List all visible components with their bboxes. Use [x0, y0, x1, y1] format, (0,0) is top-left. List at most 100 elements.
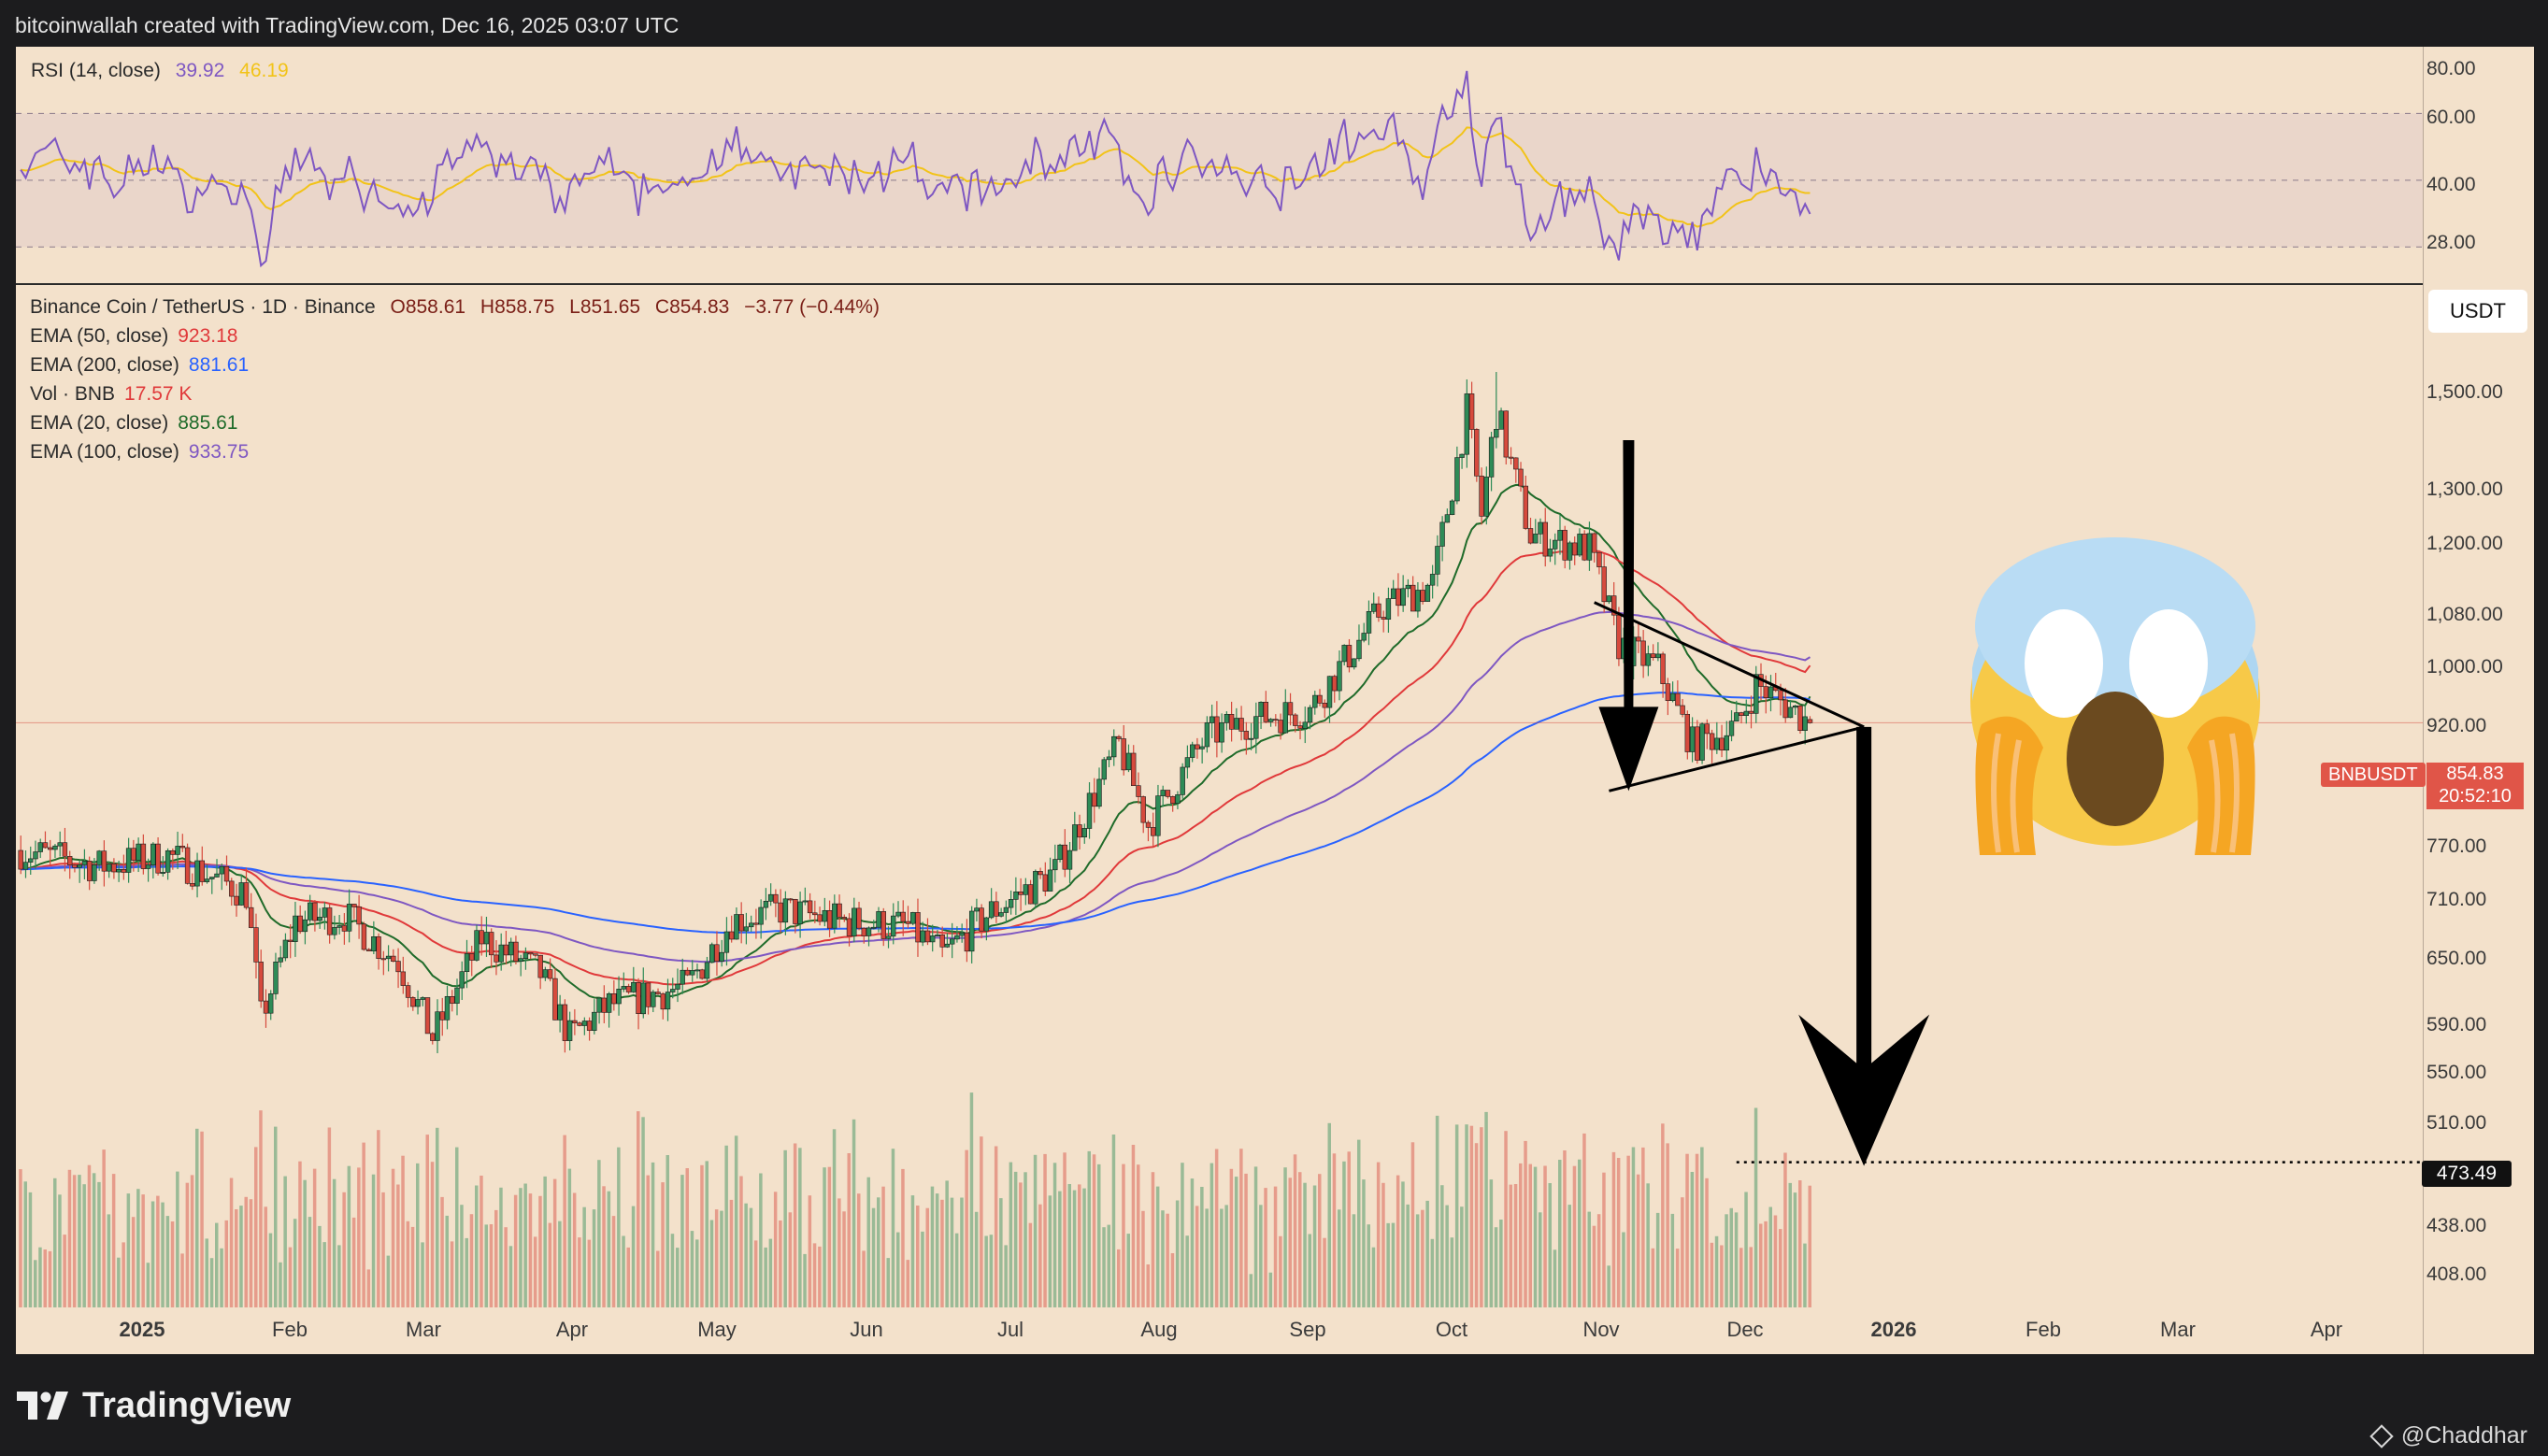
- volume-bar: [935, 1193, 939, 1307]
- volume-bar: [720, 1210, 723, 1307]
- volume-bar: [1631, 1147, 1636, 1307]
- volume-bar: [925, 1207, 929, 1307]
- volume-bar: [1259, 1205, 1263, 1307]
- volume-bar: [1469, 1125, 1474, 1307]
- currency-button[interactable]: USDT: [2428, 290, 2527, 333]
- candle-body: [763, 900, 769, 908]
- rsi-axis-label: 40.00: [2426, 174, 2476, 195]
- volume-bar: [1415, 1214, 1420, 1307]
- candle-body: [1582, 534, 1587, 561]
- candle-body: [895, 911, 901, 917]
- candle-body: [1748, 710, 1754, 714]
- x-axis-label: Apr: [2310, 1318, 2343, 1341]
- candle-body: [18, 849, 23, 870]
- volume-bar: [1454, 1124, 1459, 1307]
- candle-body: [513, 941, 519, 962]
- candle-body: [876, 911, 881, 928]
- volume-bar: [1273, 1186, 1278, 1307]
- candle-body: [1302, 721, 1309, 729]
- rsi-axis-label: 80.00: [2426, 58, 2476, 79]
- volume-legend-name: Vol · BNB: [30, 383, 116, 405]
- rsi-axis-label: 60.00: [2426, 107, 2476, 128]
- candle-body: [1494, 428, 1499, 438]
- volume-bar: [842, 1211, 846, 1307]
- candle-body: [1140, 796, 1146, 823]
- volume-bar: [436, 1127, 439, 1307]
- volume-bar: [1396, 1175, 1400, 1307]
- volume-bar: [1342, 1161, 1346, 1307]
- volume-bar: [1214, 1149, 1219, 1307]
- countdown: 20:52:10: [2439, 786, 2512, 807]
- price-axis-label: 1,080.00: [2426, 604, 2503, 625]
- volume-bar: [1611, 1151, 1616, 1307]
- volume-bar: [1793, 1192, 1797, 1307]
- ohlc-change: −3.77 (−0.44%): [744, 296, 880, 318]
- candle-body: [1072, 824, 1078, 851]
- candle-body: [734, 914, 739, 940]
- volume-bar: [484, 1224, 488, 1307]
- volume-bar: [641, 1117, 645, 1307]
- candle-body: [748, 922, 754, 928]
- volume-bar: [146, 1263, 150, 1307]
- candle-body: [1258, 701, 1264, 717]
- volume-bar: [646, 1175, 650, 1307]
- candle-body: [562, 1004, 568, 1041]
- volume-bar: [1499, 1220, 1503, 1307]
- volume-bar: [700, 1164, 704, 1307]
- x-axis-label: Feb: [272, 1318, 308, 1341]
- header-caption-bar: bitcoinwallah created with TradingView.c…: [0, 0, 2548, 47]
- volume-bar: [1327, 1122, 1331, 1307]
- ema50-legend-value: 923.18: [178, 325, 238, 347]
- candle-body: [592, 1011, 597, 1031]
- volume-bar: [940, 1199, 944, 1307]
- candle-body: [1121, 738, 1126, 771]
- candle-body: [680, 969, 685, 985]
- candle-body: [444, 995, 451, 1021]
- volume-bar: [1210, 1163, 1214, 1307]
- volume-bar: [1607, 1265, 1610, 1307]
- volume-bar: [877, 1197, 880, 1307]
- candle-body: [566, 1020, 573, 1041]
- volume-bar: [1808, 1185, 1811, 1307]
- candle-body: [856, 907, 862, 929]
- candle-body: [787, 898, 794, 901]
- volume-bar: [1773, 1215, 1778, 1307]
- chart-svg[interactable]: [16, 47, 2423, 1354]
- volume-bar: [969, 1092, 974, 1307]
- candle-body: [1160, 790, 1166, 796]
- volume-bar: [1308, 1234, 1311, 1307]
- volume-bar: [1298, 1172, 1302, 1307]
- candle-body: [116, 868, 122, 873]
- price-scale[interactable]: [2423, 47, 2535, 1354]
- candle-body: [1778, 690, 1783, 701]
- volume-bar: [1720, 1245, 1724, 1307]
- volume-bar: [312, 1168, 317, 1307]
- volume-bar: [592, 1209, 596, 1307]
- volume-bar: [999, 1198, 1003, 1307]
- candle-body: [175, 846, 180, 855]
- candle-body: [631, 981, 637, 992]
- volume-bar: [528, 1193, 533, 1307]
- candle-body: [577, 1022, 582, 1026]
- volume-bar: [274, 1126, 278, 1307]
- candle-body: [42, 842, 49, 849]
- volume-bar: [1714, 1235, 1719, 1307]
- candle-body: [974, 907, 980, 912]
- candle-body: [66, 856, 73, 865]
- emoji-hand-left: [1975, 716, 2043, 855]
- volume-bar: [587, 1239, 592, 1307]
- volume-bar: [141, 1194, 145, 1307]
- volume-bar: [1205, 1208, 1209, 1307]
- candle-body: [1366, 610, 1372, 634]
- tradingview-logo[interactable]: TradingView: [17, 1385, 291, 1426]
- candle-body: [136, 843, 141, 861]
- volume-bar: [788, 1212, 793, 1307]
- candle-body: [533, 953, 538, 956]
- ema100-legend-name: EMA (100, close): [30, 441, 179, 463]
- candle-body: [106, 864, 112, 872]
- volume-bar: [1661, 1123, 1665, 1307]
- candle-body: [1557, 530, 1563, 541]
- chart-area[interactable]: RSI (14, close) 39.92 46.19 Binance Coin…: [16, 47, 2423, 1354]
- candle-body: [651, 992, 656, 1007]
- volume-bar: [513, 1194, 518, 1307]
